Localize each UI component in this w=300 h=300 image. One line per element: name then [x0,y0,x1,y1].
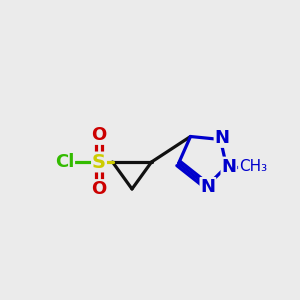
Text: N: N [221,158,236,175]
Text: O: O [92,126,106,144]
Text: N: N [214,129,230,147]
Text: CH₃: CH₃ [239,159,267,174]
Text: N: N [200,178,215,196]
Text: S: S [92,152,106,172]
Text: O: O [92,180,106,198]
Text: Cl: Cl [55,153,74,171]
